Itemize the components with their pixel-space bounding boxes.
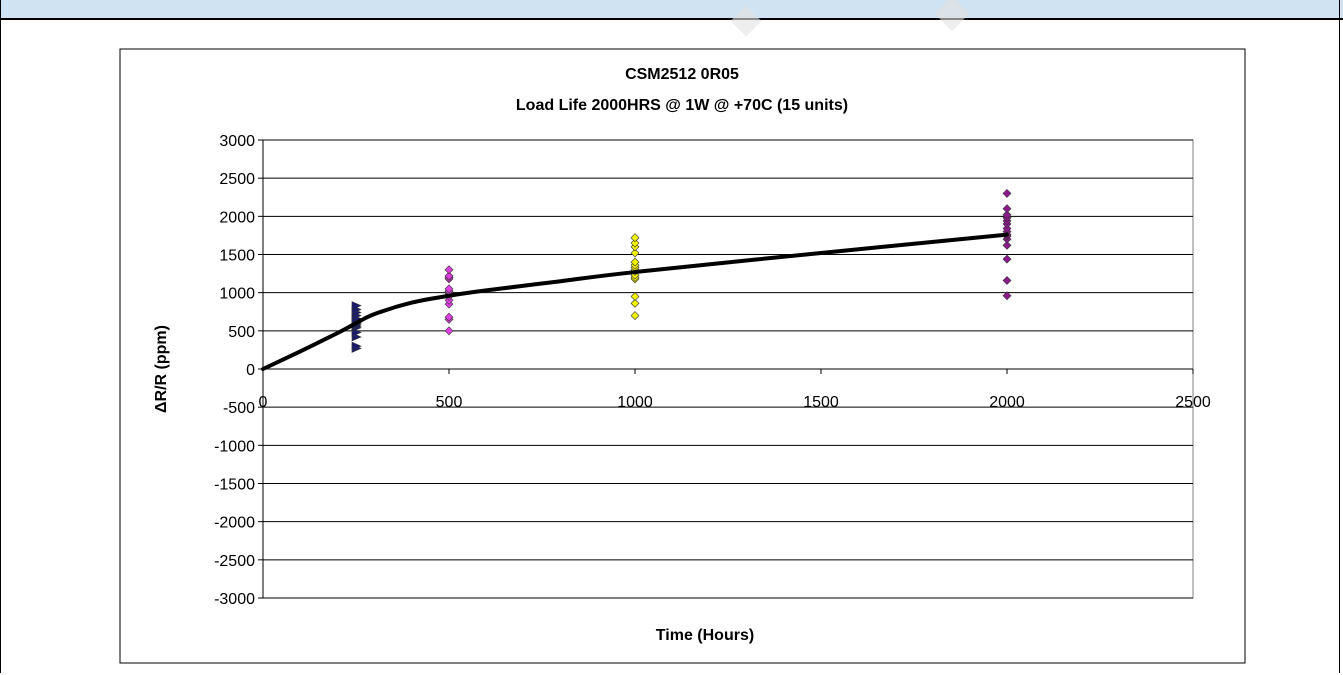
y-tick-label: 500 bbox=[228, 324, 255, 341]
x-tick-label: 2500 bbox=[1175, 394, 1211, 411]
y-tick-label: 1500 bbox=[219, 248, 255, 265]
chart-title: CSM2512 0R05 bbox=[625, 66, 739, 83]
data-point bbox=[630, 233, 640, 243]
data-point bbox=[1002, 276, 1012, 285]
y-tick-label: 2500 bbox=[219, 171, 255, 188]
y-tick-label: -1500 bbox=[214, 477, 255, 494]
y-tick-label: -1000 bbox=[214, 438, 255, 455]
y-tick-label: 1000 bbox=[219, 286, 255, 303]
data-point bbox=[444, 312, 454, 322]
y-tick-label: 0 bbox=[246, 362, 255, 379]
y-tick-label: -500 bbox=[223, 400, 255, 417]
x-tick-label: 1000 bbox=[617, 394, 653, 411]
data-point bbox=[1002, 204, 1012, 214]
data-point bbox=[630, 311, 640, 320]
x-tick-labels: 0 500 1000 1500 2000 2500 bbox=[259, 394, 1211, 411]
data-point bbox=[444, 326, 454, 336]
x-tick-label: 500 bbox=[436, 394, 463, 411]
y-tick-label: -3000 bbox=[214, 591, 255, 608]
data-point bbox=[444, 265, 454, 275]
data-point bbox=[630, 248, 640, 258]
x-tick-label: 2000 bbox=[989, 394, 1025, 411]
x-axis-label: Time (Hours) bbox=[656, 627, 754, 644]
y-axis-label: ΔR/R (ppm) bbox=[153, 325, 170, 413]
trend-line bbox=[261, 232, 1009, 371]
y-tick-label: -2500 bbox=[214, 553, 255, 570]
data-point bbox=[1002, 224, 1012, 233]
data-point bbox=[630, 257, 640, 267]
y-tick-label: -2000 bbox=[214, 515, 255, 532]
data-point bbox=[630, 298, 640, 308]
data-point bbox=[630, 238, 640, 248]
data-point bbox=[630, 292, 640, 301]
page-header-band bbox=[0, 0, 1343, 20]
data-point bbox=[1002, 189, 1012, 198]
data-point bbox=[1002, 254, 1012, 264]
data-point bbox=[351, 301, 362, 311]
data-point bbox=[444, 271, 454, 281]
data-point bbox=[1002, 210, 1012, 220]
y-tick-labels: 3000 2500 2000 1500 1000 500 0 -500 -1000 -1500 -2… bbox=[214, 133, 255, 608]
x-tick-label: 0 bbox=[259, 394, 268, 411]
data-point bbox=[1002, 291, 1012, 301]
data-point bbox=[444, 284, 454, 294]
chart-subtitle: Load Life 2000HRS @ 1W @ +70C (15 units) bbox=[516, 97, 848, 114]
data-point bbox=[351, 341, 362, 351]
y-tick-label: 3000 bbox=[219, 133, 255, 150]
y-tick-label: 2000 bbox=[219, 209, 255, 226]
x-tick-label: 1500 bbox=[803, 394, 839, 411]
data-point bbox=[1002, 240, 1012, 250]
